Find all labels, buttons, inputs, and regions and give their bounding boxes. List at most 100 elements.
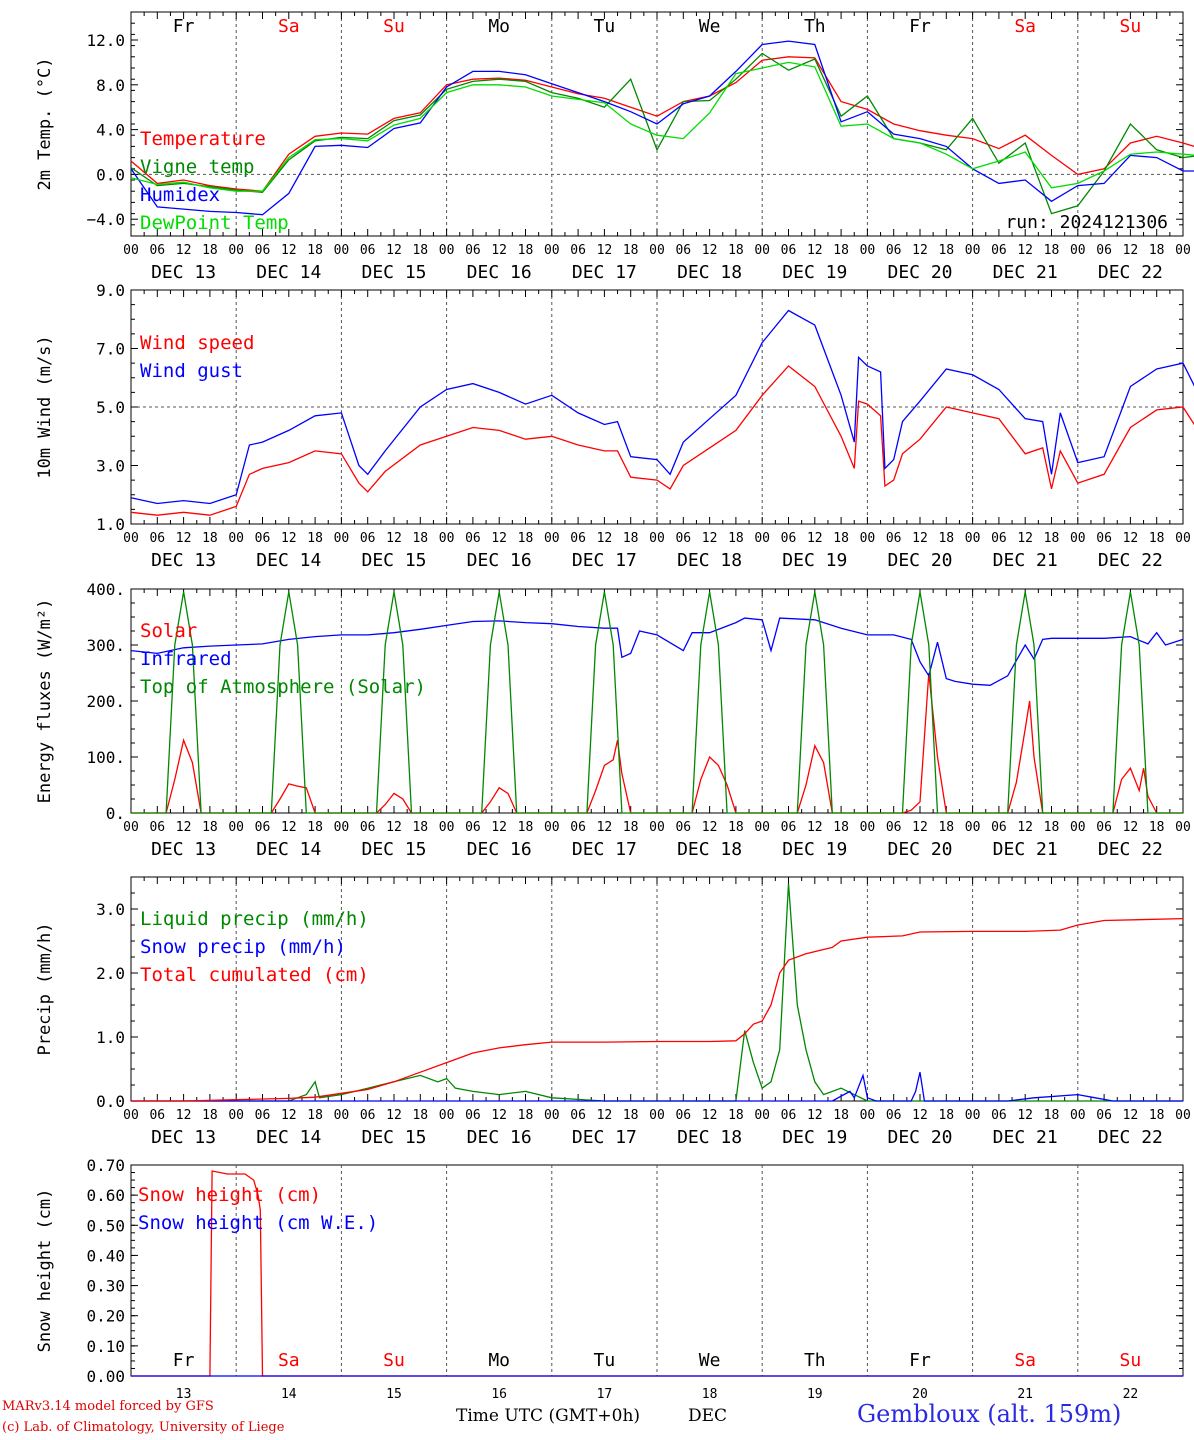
y-tick-label: 7.0	[96, 340, 125, 359]
legend-item: Vigne temp	[140, 156, 254, 178]
hour-tick-label: 00	[1070, 1108, 1086, 1123]
day-name: Mo	[488, 16, 510, 37]
hour-tick-label: 06	[886, 820, 902, 835]
date-label: DEC 22	[1098, 1127, 1163, 1148]
legend-item: DewPoint Temp	[140, 212, 289, 234]
hour-tick-label: 18	[623, 531, 639, 546]
hour-tick-label: 00	[123, 1108, 139, 1123]
day-name: Sa	[1014, 1350, 1036, 1371]
y-tick-label: 400.	[86, 580, 125, 599]
hour-tick-label: 00	[1175, 1108, 1191, 1123]
hour-tick-label: 12	[386, 1108, 402, 1123]
y-tick-label: −4.0	[86, 210, 125, 229]
hour-tick-label: 00	[754, 820, 770, 835]
hour-tick-label: 06	[255, 531, 271, 546]
hour-tick-label: 18	[1044, 531, 1060, 546]
date-label: DEC 15	[361, 1127, 426, 1148]
hour-tick-label: 12	[912, 1108, 928, 1123]
series-dewpoint-temp	[130, 61, 1194, 192]
y-tick-label: 3.0	[96, 900, 125, 919]
hour-tick-label: 18	[938, 820, 954, 835]
legend-item: Snow height (cm)	[138, 1184, 321, 1206]
hour-tick-label: 06	[781, 1108, 797, 1123]
hour-tick-label: 00	[965, 531, 981, 546]
date-label: DEC 21	[993, 550, 1058, 571]
y-tick-label: 0.0	[96, 1092, 125, 1111]
hour-tick-label: 00	[334, 243, 350, 258]
date-label: DEC 15	[361, 839, 426, 860]
y-tick-label: 5.0	[96, 398, 125, 417]
hour-tick-label: 06	[991, 243, 1007, 258]
hour-tick-label: 12	[1017, 531, 1033, 546]
date-label: DEC 20	[887, 1127, 952, 1148]
y-tick-label: 1.0	[96, 1028, 125, 1047]
hour-tick-label: 06	[149, 1108, 165, 1123]
hour-tick-label: 12	[912, 243, 928, 258]
day-name: Mo	[488, 1350, 510, 1371]
hour-tick-label: 00	[334, 1108, 350, 1123]
day-name: Sa	[1014, 16, 1036, 37]
hour-tick-label: 00	[649, 820, 665, 835]
hour-tick-label: 06	[675, 531, 691, 546]
date-label: DEC 19	[782, 550, 847, 571]
hour-tick-label: 18	[623, 820, 639, 835]
hour-tick-label: 00	[1175, 243, 1191, 258]
hour-tick-label: 00	[544, 243, 560, 258]
hour-tick-label: 00	[860, 820, 876, 835]
hour-tick-label: 18	[1044, 243, 1060, 258]
day-name: Su	[383, 16, 405, 37]
series-total-cumulated-cm-	[131, 917, 1184, 1102]
hour-tick-label: 00	[123, 820, 139, 835]
hour-tick-label: 00	[860, 243, 876, 258]
series-wind-gust	[130, 309, 1194, 505]
hour-tick-label: 12	[1017, 1108, 1033, 1123]
legend-item: Wind gust	[140, 360, 243, 382]
hour-tick-label: 12	[176, 243, 192, 258]
date-label: DEC 14	[256, 839, 321, 860]
date-label: DEC 13	[151, 550, 216, 571]
date-label: DEC 13	[151, 262, 216, 283]
hour-tick-label: 06	[781, 820, 797, 835]
hour-tick-label: 00	[544, 1108, 560, 1123]
y-tick-label: 200.	[86, 692, 125, 711]
date-label: DEC 18	[677, 1127, 742, 1148]
legend-item: Humidex	[140, 184, 220, 206]
date-label: DEC 19	[782, 839, 847, 860]
hour-tick-label: 00	[1175, 531, 1191, 546]
hour-tick-label: 12	[281, 820, 297, 835]
day-name: Su	[383, 1350, 405, 1371]
hour-tick-label: 12	[176, 531, 192, 546]
hour-tick-label: 18	[307, 243, 323, 258]
day-name: Tu	[594, 16, 616, 37]
hour-tick-label: 12	[597, 820, 613, 835]
date-label: DEC 22	[1098, 839, 1163, 860]
date-label: DEC 16	[467, 1127, 532, 1148]
hour-tick-label: 06	[570, 1108, 586, 1123]
day-number: 20	[912, 1387, 928, 1402]
day-name: Su	[1120, 1350, 1142, 1371]
day-number: 13	[176, 1387, 192, 1402]
date-label: DEC 14	[256, 1127, 321, 1148]
hour-tick-label: 18	[1149, 243, 1165, 258]
hour-tick-label: 12	[597, 243, 613, 258]
hour-tick-label: 18	[518, 531, 534, 546]
hour-tick-label: 12	[807, 531, 823, 546]
date-label: DEC 18	[677, 262, 742, 283]
y-axis-label: 10m Wind (m/s)	[35, 335, 55, 478]
hour-tick-label: 00	[228, 531, 244, 546]
hour-tick-label: 06	[781, 243, 797, 258]
hour-tick-label: 00	[544, 531, 560, 546]
time-axis-label: Time UTC (GMT+0h)	[456, 1406, 641, 1426]
hour-tick-label: 00	[334, 531, 350, 546]
hour-tick-label: 18	[833, 531, 849, 546]
day-number: 16	[491, 1387, 507, 1402]
hour-tick-label: 12	[386, 820, 402, 835]
hour-tick-label: 00	[1070, 531, 1086, 546]
hour-tick-label: 00	[1175, 820, 1191, 835]
hour-tick-label: 18	[412, 1108, 428, 1123]
hour-tick-label: 00	[228, 820, 244, 835]
hour-tick-label: 06	[255, 820, 271, 835]
hour-tick-label: 06	[149, 820, 165, 835]
hour-tick-label: 18	[938, 1108, 954, 1123]
hour-tick-label: 12	[912, 531, 928, 546]
